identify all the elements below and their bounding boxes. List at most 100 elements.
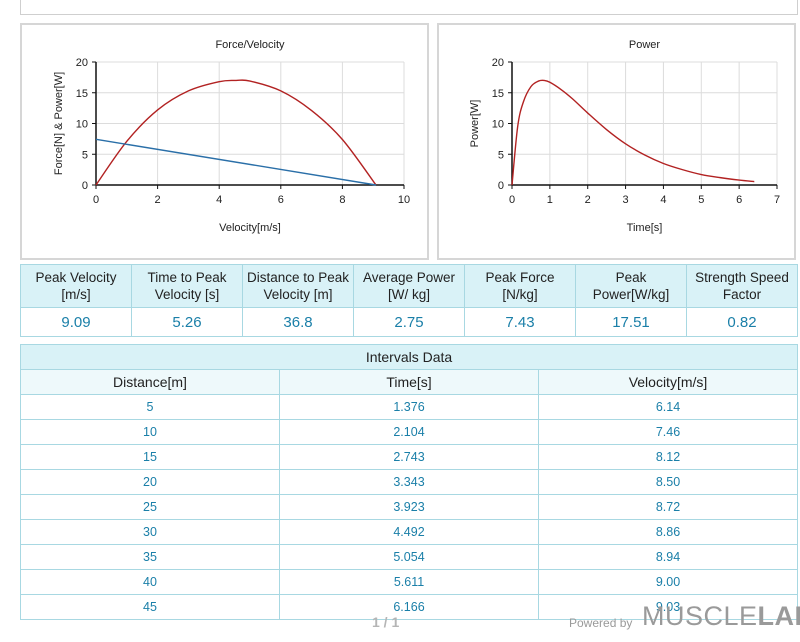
x-tick-label: 8 bbox=[339, 194, 345, 206]
table-row: 10 2.104 7.46 bbox=[20, 419, 798, 445]
table-row: 20 3.343 8.50 bbox=[20, 469, 798, 495]
time-cell: 2.743 bbox=[279, 444, 539, 470]
musclelab-logo: MUSCLELAB™ bbox=[642, 601, 800, 632]
metric-header: Time to Peak Velocity [s] bbox=[131, 264, 243, 308]
time-cell: 5.611 bbox=[279, 569, 539, 595]
metric-value: 0.82 bbox=[686, 307, 798, 337]
table-row: 35 5.054 8.94 bbox=[20, 544, 798, 570]
table-row: 30 4.492 8.86 bbox=[20, 519, 798, 545]
previous-section-edge bbox=[20, 0, 798, 15]
intervals-caption-row: Intervals Data bbox=[20, 344, 798, 370]
x-tick-label: 2 bbox=[585, 194, 591, 206]
time-cell: 6.166 bbox=[279, 594, 539, 620]
x-tick-label: 6 bbox=[736, 194, 742, 206]
distance-cell: 35 bbox=[20, 544, 280, 570]
metrics-header-row: Peak Velocity [m/s] Time to Peak Velocit… bbox=[20, 264, 798, 308]
y-tick-label: 20 bbox=[76, 57, 88, 69]
intervals-table: Intervals Data Distance[m] Time[s] Veloc… bbox=[20, 344, 798, 620]
y-tick-label: 0 bbox=[498, 180, 504, 192]
x-tick-label: 0 bbox=[93, 194, 99, 206]
y-axis-label: Power[W] bbox=[469, 100, 481, 148]
metric-header: Average Power [W/ kg] bbox=[353, 264, 465, 308]
powered-by-label: Powered by bbox=[569, 616, 633, 630]
force-velocity-chart: 0 2 4 6 8 10 0 5 10 15 20 Force/Velocity Velocity[m/… bbox=[20, 23, 429, 260]
metric-value: 36.8 bbox=[242, 307, 354, 337]
time-cell: 3.923 bbox=[279, 494, 539, 520]
distance-cell: 20 bbox=[20, 469, 280, 495]
table-row: 40 5.611 9.00 bbox=[20, 569, 798, 595]
column-header-distance: Distance[m] bbox=[20, 369, 280, 395]
metric-value: 9.09 bbox=[20, 307, 132, 337]
distance-cell: 10 bbox=[20, 419, 280, 445]
chart-title: Power bbox=[629, 39, 661, 51]
y-tick-label: 0 bbox=[82, 180, 88, 192]
table-row: 5 1.376 6.14 bbox=[20, 394, 798, 420]
metrics-value-row: 9.09 5.26 36.8 2.75 7.43 17.51 0.82 bbox=[20, 307, 798, 337]
y-tick-label: 15 bbox=[492, 88, 504, 100]
series-line bbox=[95, 138, 377, 186]
x-tick-label: 6 bbox=[278, 194, 284, 206]
metric-value: 17.51 bbox=[575, 307, 687, 337]
brand-bold-text: LAB bbox=[757, 601, 800, 631]
y-tick-label: 10 bbox=[492, 119, 504, 131]
metric-header: Peak Force [N/kg] bbox=[464, 264, 576, 308]
metric-value: 7.43 bbox=[464, 307, 576, 337]
power-chart-svg: 0 1 2 3 4 5 6 7 0 5 10 15 20 Power Time[s] Power[W] bbox=[469, 39, 780, 234]
metric-value: 2.75 bbox=[353, 307, 465, 337]
velocity-cell: 8.94 bbox=[538, 544, 798, 570]
metric-header: Peak Velocity [m/s] bbox=[20, 264, 132, 308]
velocity-cell: 8.12 bbox=[538, 444, 798, 470]
velocity-cell: 8.72 bbox=[538, 494, 798, 520]
brand-light-text: MUSCLE bbox=[642, 601, 758, 631]
x-tick-label: 0 bbox=[509, 194, 515, 206]
y-tick-label: 20 bbox=[492, 57, 504, 69]
velocity-cell: 9.00 bbox=[538, 569, 798, 595]
power-chart: 0 1 2 3 4 5 6 7 0 5 10 15 20 Power Time[s] Power[W] bbox=[437, 23, 796, 260]
velocity-cell: 6.14 bbox=[538, 394, 798, 420]
velocity-cell: 7.46 bbox=[538, 419, 798, 445]
y-tick-label: 5 bbox=[82, 149, 88, 161]
x-tick-label: 1 bbox=[547, 194, 553, 206]
time-cell: 2.104 bbox=[279, 419, 539, 445]
x-tick-label: 4 bbox=[660, 194, 666, 206]
velocity-cell: 9.03 bbox=[538, 594, 798, 620]
metric-header: Distance to Peak Velocity [m] bbox=[242, 264, 354, 308]
x-tick-label: 4 bbox=[216, 194, 222, 206]
time-cell: 5.054 bbox=[279, 544, 539, 570]
time-cell: 1.376 bbox=[279, 394, 539, 420]
velocity-cell: 8.86 bbox=[538, 519, 798, 545]
x-axis-label: Time[s] bbox=[627, 222, 663, 234]
distance-cell: 25 bbox=[20, 494, 280, 520]
metrics-table: Peak Velocity [m/s] Time to Peak Velocit… bbox=[20, 264, 798, 337]
distance-cell: 30 bbox=[20, 519, 280, 545]
page-indicator: 1 / 1 bbox=[372, 614, 400, 630]
intervals-title: Intervals Data bbox=[20, 344, 798, 370]
x-tick-label: 5 bbox=[698, 194, 704, 206]
column-header-velocity: Velocity[m/s] bbox=[538, 369, 798, 395]
time-cell: 3.343 bbox=[279, 469, 539, 495]
velocity-cell: 8.50 bbox=[538, 469, 798, 495]
distance-cell: 45 bbox=[20, 594, 280, 620]
series-line bbox=[511, 79, 755, 186]
metric-header: Strength Speed Factor bbox=[686, 264, 798, 308]
y-tick-label: 10 bbox=[76, 119, 88, 131]
table-row: 45 6.166 9.03 bbox=[20, 594, 798, 620]
y-tick-label: 15 bbox=[76, 88, 88, 100]
time-cell: 4.492 bbox=[279, 519, 539, 545]
column-header-time: Time[s] bbox=[279, 369, 539, 395]
x-tick-label: 2 bbox=[155, 194, 161, 206]
table-row: 25 3.923 8.72 bbox=[20, 494, 798, 520]
metric-value: 5.26 bbox=[131, 307, 243, 337]
force-velocity-chart-svg: 0 2 4 6 8 10 0 5 10 15 20 Force/Velocity Velocity[m/… bbox=[53, 39, 410, 234]
x-axis-label: Velocity[m/s] bbox=[219, 222, 281, 234]
y-axis-label: Force[N] & Power[W] bbox=[53, 72, 65, 175]
x-tick-label: 7 bbox=[774, 194, 780, 206]
chart-title: Force/Velocity bbox=[215, 39, 285, 51]
distance-cell: 5 bbox=[20, 394, 280, 420]
intervals-header-row: Distance[m] Time[s] Velocity[m/s] bbox=[20, 369, 798, 395]
x-tick-label: 3 bbox=[623, 194, 629, 206]
distance-cell: 15 bbox=[20, 444, 280, 470]
x-tick-label: 10 bbox=[398, 194, 410, 206]
metric-header: Peak Power[W/kg] bbox=[575, 264, 687, 308]
y-tick-label: 5 bbox=[498, 149, 504, 161]
